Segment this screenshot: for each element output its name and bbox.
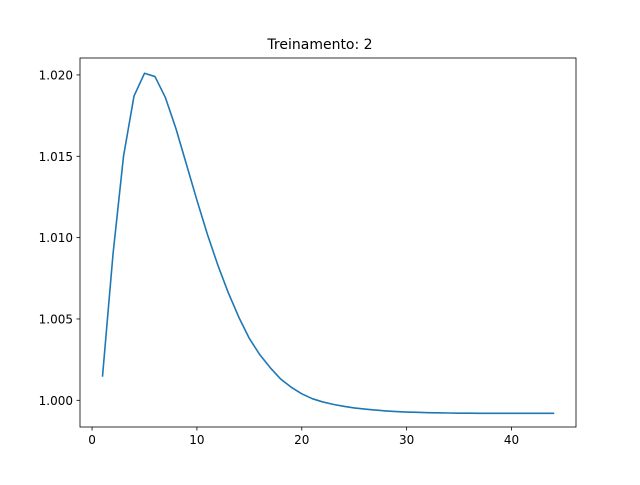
x-tick-label: 40 <box>504 433 519 447</box>
y-tick-label: 1.005 <box>39 312 73 326</box>
series-line-treinamento <box>103 73 554 413</box>
data-points <box>103 73 554 413</box>
x-axis: 0 10 20 30 40 <box>88 427 519 447</box>
x-tick-label: 10 <box>189 433 204 447</box>
y-tick-label: 1.020 <box>39 68 73 82</box>
y-tick-label: 1.015 <box>39 150 73 164</box>
y-tick-label: 1.000 <box>39 394 73 408</box>
y-axis: 1.000 1.005 1.010 1.015 1.020 <box>39 68 80 407</box>
x-tick-label: 0 <box>88 433 96 447</box>
axes-frame <box>80 58 576 427</box>
plot-area <box>103 73 554 413</box>
x-tick-label: 20 <box>294 433 309 447</box>
chart-title: Treinamento: 2 <box>266 37 372 53</box>
y-tick-label: 1.010 <box>39 231 73 245</box>
x-tick-label: 30 <box>399 433 414 447</box>
